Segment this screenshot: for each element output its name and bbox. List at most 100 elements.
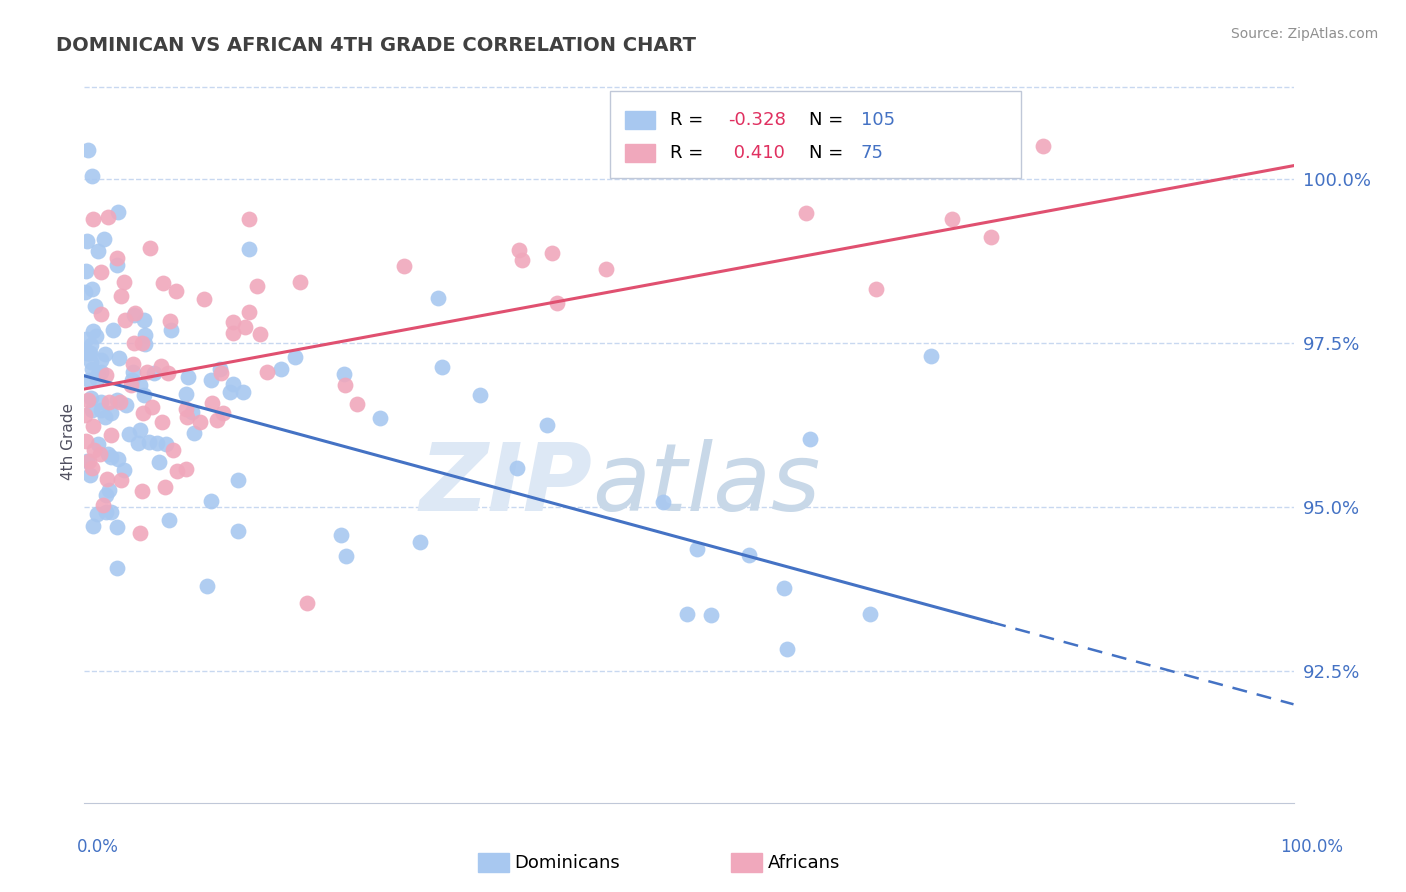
- Point: [86, 367, 108, 381]
- Point: [82, 418, 104, 433]
- Point: [335, 549, 357, 564]
- Point: [368, 411, 391, 425]
- Point: [84, 328, 107, 343]
- Point: [76, 393, 98, 408]
- Point: [90, 306, 112, 320]
- Point: [134, 337, 156, 351]
- Point: [131, 336, 153, 351]
- Point: [183, 425, 205, 440]
- Point: [155, 437, 177, 451]
- Point: [238, 305, 260, 319]
- Point: [86, 507, 108, 521]
- Text: Source: ZipAtlas.com: Source: ZipAtlas.com: [1230, 27, 1378, 41]
- Point: [100, 505, 122, 519]
- Point: [238, 242, 260, 256]
- Point: [134, 327, 156, 342]
- Point: [920, 349, 942, 363]
- Point: [181, 405, 204, 419]
- Point: [700, 608, 723, 623]
- Y-axis label: 4th Grade: 4th Grade: [60, 403, 76, 480]
- Point: [94, 347, 117, 361]
- Text: 100.0%: 100.0%: [1279, 838, 1343, 856]
- Point: [96, 505, 118, 519]
- Point: [90, 366, 112, 380]
- Point: [159, 314, 181, 328]
- Point: [200, 494, 222, 508]
- Point: [127, 435, 149, 450]
- Text: R =: R =: [669, 111, 709, 129]
- Point: [87, 244, 110, 258]
- Point: [510, 252, 533, 267]
- Point: [174, 387, 197, 401]
- Point: [91, 499, 114, 513]
- Point: [865, 282, 887, 296]
- Point: [394, 259, 416, 273]
- Point: [686, 542, 709, 557]
- Point: [83, 442, 105, 457]
- Point: [226, 524, 249, 539]
- Point: [201, 396, 224, 410]
- Point: [86, 437, 108, 451]
- Point: [430, 359, 453, 374]
- Point: [80, 362, 103, 376]
- Point: [98, 483, 121, 497]
- Point: [90, 395, 112, 409]
- Point: [107, 520, 129, 534]
- Point: [77, 144, 100, 158]
- Point: [794, 205, 817, 219]
- Point: [233, 320, 256, 334]
- Point: [82, 324, 104, 338]
- Point: [108, 395, 131, 409]
- Point: [409, 535, 432, 549]
- Point: [124, 308, 146, 322]
- Point: [200, 373, 222, 387]
- Point: [105, 392, 128, 407]
- Point: [90, 352, 112, 367]
- Point: [89, 447, 111, 461]
- Point: [122, 357, 145, 371]
- Point: [941, 212, 963, 227]
- Point: [138, 241, 160, 255]
- Point: [90, 265, 112, 279]
- Point: [772, 582, 794, 596]
- Text: N =: N =: [808, 111, 849, 129]
- Point: [138, 435, 160, 450]
- Point: [118, 427, 141, 442]
- Point: [97, 447, 120, 461]
- Point: [211, 405, 233, 419]
- Point: [595, 261, 617, 276]
- Point: [112, 463, 135, 477]
- Point: [75, 332, 97, 346]
- Point: [209, 362, 232, 376]
- Point: [129, 525, 152, 540]
- Point: [79, 346, 101, 360]
- Point: [290, 275, 312, 289]
- Point: [80, 169, 103, 184]
- FancyBboxPatch shape: [624, 111, 655, 129]
- Point: [150, 359, 173, 373]
- Point: [506, 461, 529, 475]
- Point: [148, 455, 170, 469]
- FancyBboxPatch shape: [624, 144, 655, 161]
- Point: [470, 388, 492, 402]
- Point: [142, 367, 165, 381]
- Text: 75: 75: [860, 144, 883, 161]
- Point: [75, 264, 97, 278]
- Point: [980, 230, 1002, 244]
- Point: [166, 464, 188, 478]
- Text: -0.328: -0.328: [728, 111, 786, 129]
- FancyBboxPatch shape: [610, 91, 1022, 178]
- Point: [120, 378, 142, 392]
- Point: [86, 372, 108, 386]
- Point: [93, 232, 115, 246]
- Point: [96, 473, 118, 487]
- Point: [153, 480, 176, 494]
- Point: [110, 288, 132, 302]
- Point: [79, 468, 101, 483]
- Point: [136, 365, 159, 379]
- Point: [97, 211, 120, 225]
- Point: [80, 354, 103, 368]
- Point: [112, 275, 135, 289]
- Point: [219, 385, 242, 400]
- Point: [209, 366, 232, 380]
